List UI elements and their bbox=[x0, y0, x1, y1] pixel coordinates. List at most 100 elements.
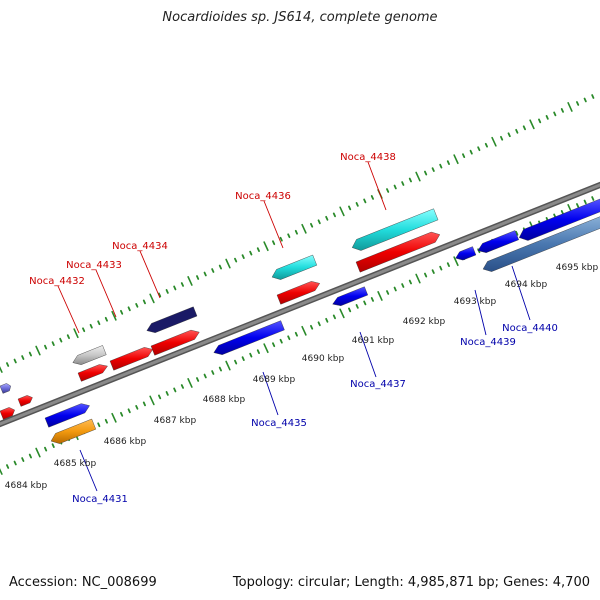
forward-gene-label[interactable]: Noca_4432 bbox=[29, 276, 85, 287]
tick-dot bbox=[477, 146, 481, 152]
tick-dot bbox=[135, 302, 139, 308]
gene-edge-red-2[interactable] bbox=[17, 395, 33, 407]
reverse-gene-leader-line bbox=[474, 289, 487, 336]
tick-dot bbox=[325, 317, 329, 323]
tick-dash bbox=[149, 395, 155, 406]
gene-noca-4431-cog[interactable] bbox=[50, 418, 97, 444]
tick-dash bbox=[491, 136, 497, 147]
tick-dot bbox=[44, 446, 48, 452]
tick-dot bbox=[249, 250, 253, 256]
tick-dot bbox=[218, 264, 222, 270]
tick-dot bbox=[272, 240, 276, 246]
gene-noca-4436-cog[interactable] bbox=[271, 254, 318, 280]
tick-dot bbox=[408, 279, 412, 285]
tick-dot bbox=[256, 349, 260, 355]
gene-labels: Noca_4432 Noca_4433 Noca_4434 Noca_4436 Noca… bbox=[29, 152, 558, 505]
tick-dot bbox=[165, 391, 169, 396]
gene-edge-purple[interactable] bbox=[0, 383, 12, 394]
tick-dot bbox=[211, 268, 215, 273]
forward-gene-leader-line bbox=[263, 200, 284, 249]
reverse-gene-label[interactable]: Noca_4440 bbox=[502, 323, 558, 334]
tick-dot bbox=[196, 377, 200, 382]
gene-noca-4433[interactable] bbox=[109, 347, 154, 371]
tick-dot bbox=[6, 464, 10, 469]
tick-dot bbox=[431, 167, 435, 172]
tick-dot bbox=[234, 359, 238, 365]
tick-dot bbox=[355, 304, 359, 309]
scale-tick-label: 4694 kbp bbox=[505, 280, 548, 290]
tick-dot-rows bbox=[0, 94, 595, 475]
gene-noca-4436-red[interactable] bbox=[276, 281, 321, 305]
gene-noca-4432-cog[interactable] bbox=[72, 345, 107, 365]
tick-dash bbox=[73, 328, 79, 339]
map-title: Nocardioides sp. JS614, complete genome bbox=[162, 10, 438, 25]
reverse-gene-label[interactable]: Noca_4437 bbox=[350, 379, 406, 390]
gene-noca-4440-cog[interactable] bbox=[482, 216, 600, 272]
tick-dot bbox=[66, 334, 70, 340]
tick-dash bbox=[301, 223, 307, 234]
tick-dot bbox=[44, 344, 48, 350]
tick-dot bbox=[355, 202, 359, 207]
tick-dash bbox=[263, 241, 269, 252]
tick-dash bbox=[415, 171, 421, 182]
tick-dot bbox=[104, 418, 108, 424]
forward-gene-label[interactable]: Noca_4433 bbox=[66, 260, 122, 271]
forward-gene-leader-line bbox=[95, 269, 117, 318]
tick-dot bbox=[104, 316, 108, 322]
tick-dash bbox=[0, 366, 3, 373]
tick-dot bbox=[370, 195, 374, 200]
tick-dash bbox=[225, 258, 231, 269]
label-leader-lines bbox=[57, 161, 531, 492]
reverse-gene-label[interactable]: Noca_4431 bbox=[72, 494, 128, 505]
tick-dot bbox=[59, 337, 63, 343]
forward-gene-leader-line bbox=[57, 285, 80, 334]
gene-noca-4440-blue[interactable] bbox=[477, 230, 519, 253]
gene-noca-4439[interactable] bbox=[455, 246, 477, 261]
tick-dash bbox=[35, 447, 41, 458]
tick-dash bbox=[567, 102, 573, 112]
tick-dash bbox=[111, 310, 117, 321]
gene-noca-4438-red[interactable] bbox=[355, 231, 441, 273]
tick-dot bbox=[294, 229, 298, 235]
tick-dot bbox=[545, 115, 549, 120]
tick-dot bbox=[538, 118, 542, 124]
backbone-inner bbox=[0, 183, 600, 426]
scale-tick-label: 4684 kbp bbox=[5, 481, 48, 491]
tick-dot bbox=[424, 272, 428, 278]
scale-tick-label: 4690 kbp bbox=[302, 354, 345, 364]
tick-dot bbox=[120, 411, 124, 417]
tick-dash bbox=[453, 154, 459, 165]
reverse-gene-leader-line bbox=[359, 331, 377, 378]
gene-noca-4435[interactable] bbox=[213, 320, 285, 355]
tick-dot bbox=[522, 125, 526, 131]
tick-dot bbox=[317, 321, 321, 327]
gene-noca-4434-red[interactable] bbox=[150, 329, 200, 356]
tick-dot bbox=[370, 297, 374, 302]
tick-dot bbox=[28, 351, 32, 357]
tick-dot bbox=[135, 404, 139, 410]
forward-gene-label[interactable]: Noca_4438 bbox=[340, 152, 396, 163]
tick-dot bbox=[218, 366, 222, 372]
tick-dot bbox=[363, 198, 367, 204]
tick-dot bbox=[180, 384, 184, 389]
forward-gene-label[interactable]: Noca_4436 bbox=[235, 191, 291, 202]
gene-noca-4431-blue[interactable] bbox=[44, 403, 90, 428]
tick-dot bbox=[203, 271, 207, 277]
tick-dot bbox=[500, 135, 504, 141]
gene-noca-4438-cog[interactable] bbox=[351, 208, 439, 251]
scale-tick-labels: 4684 kbp 4685 kbp 4686 kbp 4687 kbp 4688 kbp… bbox=[5, 263, 599, 491]
gene-noca-4434-cog[interactable] bbox=[146, 306, 198, 333]
tick-dot bbox=[127, 408, 131, 414]
tick-dot bbox=[424, 170, 428, 176]
tick-dot bbox=[173, 285, 177, 291]
reverse-gene-label[interactable]: Noca_4435 bbox=[251, 418, 307, 429]
tick-dot bbox=[120, 309, 124, 315]
forward-gene-label[interactable]: Noca_4434 bbox=[112, 241, 168, 252]
gene-noca-4432-red[interactable] bbox=[77, 364, 108, 382]
gene-right-blue[interactable] bbox=[518, 198, 600, 241]
reverse-gene-label[interactable]: Noca_4439 bbox=[460, 337, 516, 348]
gene-edge-red-1[interactable] bbox=[0, 407, 15, 420]
tick-dot bbox=[553, 111, 557, 117]
tick-dot bbox=[256, 247, 260, 253]
gene-noca-4437[interactable] bbox=[332, 286, 369, 306]
